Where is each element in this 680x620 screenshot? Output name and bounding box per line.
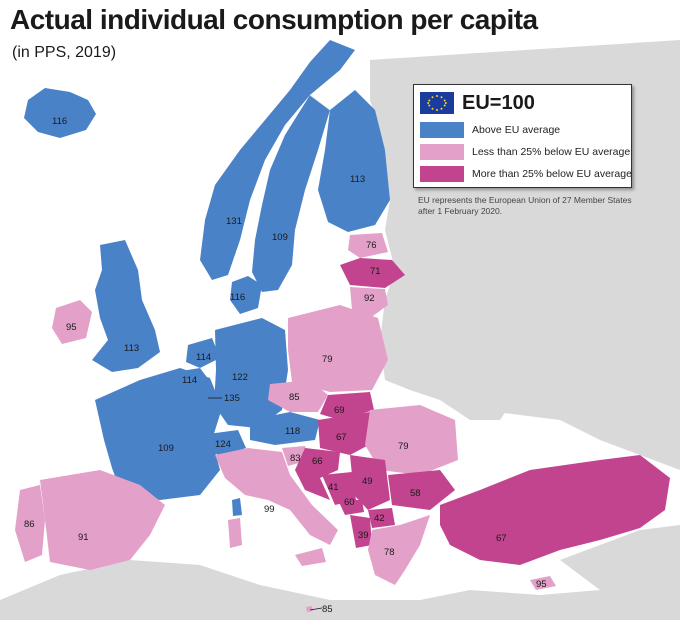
legend-swatch-less25 xyxy=(420,144,464,160)
value-poland: 79 xyxy=(322,354,333,365)
value-czechia: 85 xyxy=(289,392,300,403)
sicily-region xyxy=(295,548,326,566)
switzerland-region xyxy=(205,430,246,456)
malta-leader xyxy=(309,607,323,611)
value-bulgaria: 58 xyxy=(410,488,421,499)
poland-region xyxy=(288,305,388,392)
north-africa-land xyxy=(0,560,680,620)
ukraine-belarus-land xyxy=(380,300,520,420)
value-uk: 113 xyxy=(124,343,139,354)
legend-item-less25: Less than 25% below EU average xyxy=(420,143,630,161)
value-spain: 91 xyxy=(78,532,89,543)
netherlands-region xyxy=(186,338,220,368)
value-finland: 113 xyxy=(350,174,365,185)
value-malta: 85 xyxy=(322,604,333,615)
legend-label-less25: Less than 25% below EU average xyxy=(472,146,631,158)
germany-region xyxy=(214,318,288,428)
france-region xyxy=(95,368,222,500)
estonia-region xyxy=(348,233,388,258)
bulgaria-region xyxy=(388,470,455,510)
value-estonia: 76 xyxy=(366,240,377,251)
norway-region xyxy=(200,40,355,280)
value-slovenia: 83 xyxy=(290,453,301,464)
value-cyprus: 95 xyxy=(536,579,547,590)
border-lines xyxy=(211,94,331,339)
eu-flag-icon xyxy=(420,92,454,114)
uk-region xyxy=(92,240,160,372)
value-iceland: 116 xyxy=(52,116,67,127)
corsica-region xyxy=(232,498,242,516)
value-serbia: 49 xyxy=(362,476,373,487)
value-lithuania: 92 xyxy=(364,293,375,304)
middle-east-land xyxy=(560,525,680,600)
legend-label-above: Above EU average xyxy=(472,124,561,136)
value-switzerland: 124 xyxy=(215,439,231,450)
value-portugal: 86 xyxy=(24,519,35,530)
latvia-region xyxy=(340,258,405,288)
north-macedonia-region xyxy=(368,508,395,528)
value-austria: 118 xyxy=(285,426,300,437)
austria-region xyxy=(250,412,320,445)
albania-region xyxy=(350,515,372,548)
value-turkey: 67 xyxy=(496,533,507,544)
turkey-region xyxy=(440,455,670,565)
slovakia-region xyxy=(320,392,374,420)
value-ireland: 95 xyxy=(66,322,77,333)
value-albania: 39 xyxy=(358,530,369,541)
value-denmark: 116 xyxy=(230,292,245,303)
montenegro-region xyxy=(338,500,364,515)
value-luxembourg: 135 xyxy=(224,393,240,404)
value-germany: 122 xyxy=(232,372,248,383)
value-latvia: 71 xyxy=(370,266,381,277)
finland-region xyxy=(318,90,390,232)
value-france: 109 xyxy=(158,443,174,454)
hungary-region xyxy=(318,412,378,455)
value-greece: 78 xyxy=(384,547,395,558)
value-north-macedonia: 42 xyxy=(374,513,385,524)
lithuania-region xyxy=(350,287,388,318)
value-netherlands: 114 xyxy=(196,352,211,363)
iceland-region xyxy=(24,88,96,138)
legend-swatch-above xyxy=(420,122,464,138)
sweden-region xyxy=(252,95,330,292)
legend-swatch-more25 xyxy=(420,166,464,182)
croatia-region xyxy=(295,448,340,500)
value-norway: 131 xyxy=(226,216,242,227)
footnote: EU represents the European Union of 27 M… xyxy=(418,195,632,216)
cyprus-region xyxy=(530,576,556,590)
value-romania: 79 xyxy=(398,441,409,452)
value-belgium: 114 xyxy=(182,375,197,386)
map-title: Actual individual consumption per capita xyxy=(10,4,538,35)
value-croatia: 66 xyxy=(312,456,323,467)
bosnia-region xyxy=(322,472,356,505)
legend-item-above: Above EU average xyxy=(420,121,560,139)
malta-region xyxy=(306,606,313,612)
denmark-region xyxy=(230,276,262,314)
serbia-region xyxy=(350,455,390,510)
value-hungary: 67 xyxy=(336,432,347,443)
value-montenegro: 60 xyxy=(344,497,355,508)
legend-label-more25: More than 25% below EU average xyxy=(472,168,632,180)
legend-eu-row: EU=100 xyxy=(420,91,535,115)
sardinia-region xyxy=(228,518,242,548)
legend: EU=100 Above EU average Less than 25% be… xyxy=(413,84,632,188)
legend-eu-label: EU=100 xyxy=(462,91,535,114)
value-italy: 99 xyxy=(264,504,275,515)
italy-region xyxy=(215,448,338,545)
ireland-region xyxy=(52,300,92,344)
greece-region xyxy=(368,515,430,585)
spain-region xyxy=(40,470,165,570)
value-bosnia: 41 xyxy=(328,482,339,493)
map-subtitle: (in PPS, 2019) xyxy=(12,44,117,61)
belgium-region xyxy=(175,368,212,394)
portugal-region xyxy=(15,485,45,562)
value-slovakia: 69 xyxy=(334,405,345,416)
legend-item-more25: More than 25% below EU average xyxy=(420,165,632,183)
czechia-region xyxy=(268,380,328,412)
value-sweden: 109 xyxy=(272,232,288,243)
romania-region xyxy=(365,405,458,475)
